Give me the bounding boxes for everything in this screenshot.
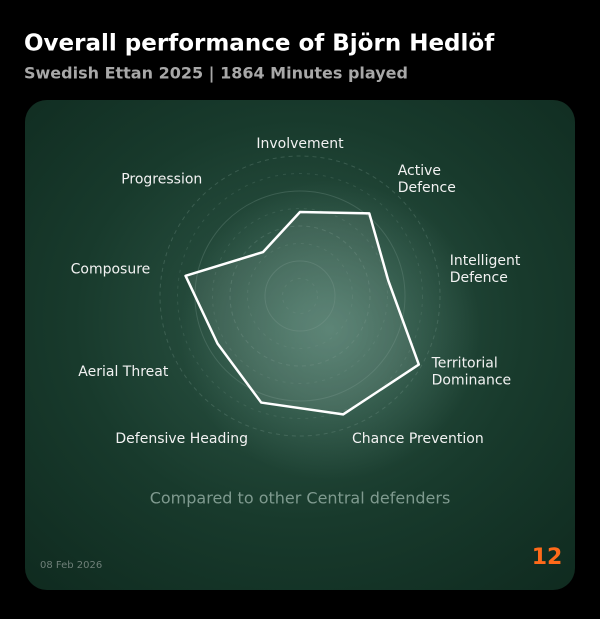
ring [229, 225, 371, 367]
note: Compared to other Central defenders [150, 489, 451, 508]
ring [264, 260, 336, 332]
ring [212, 208, 388, 384]
axis-label: Defensive Heading [115, 431, 248, 447]
axis-label: Intelligent Defence [450, 253, 521, 286]
ring [247, 243, 353, 349]
ring [159, 155, 441, 437]
date: 08 Feb 2026 [40, 560, 102, 571]
axis-label: Active Defence [398, 163, 456, 196]
axis-label: Progression [121, 172, 202, 188]
subtitle: Swedish Ettan 2025 | 1864 Minutes played [24, 64, 408, 84]
axis-label: Aerial Threat [78, 364, 169, 380]
axis-label: Involvement [256, 136, 344, 152]
axis-label: Chance Prevention [352, 431, 484, 447]
radar: Involvement Active Defence Intelligent Defen… [71, 136, 521, 447]
ring [177, 173, 423, 419]
logo: 12 [532, 545, 563, 570]
title: Overall performance of Björn Hedlöf [24, 31, 495, 57]
ring [282, 278, 318, 314]
axis-label: Composure [71, 262, 151, 278]
axis-label: Territorial Dominance [431, 356, 512, 389]
radar-area [184, 210, 421, 416]
